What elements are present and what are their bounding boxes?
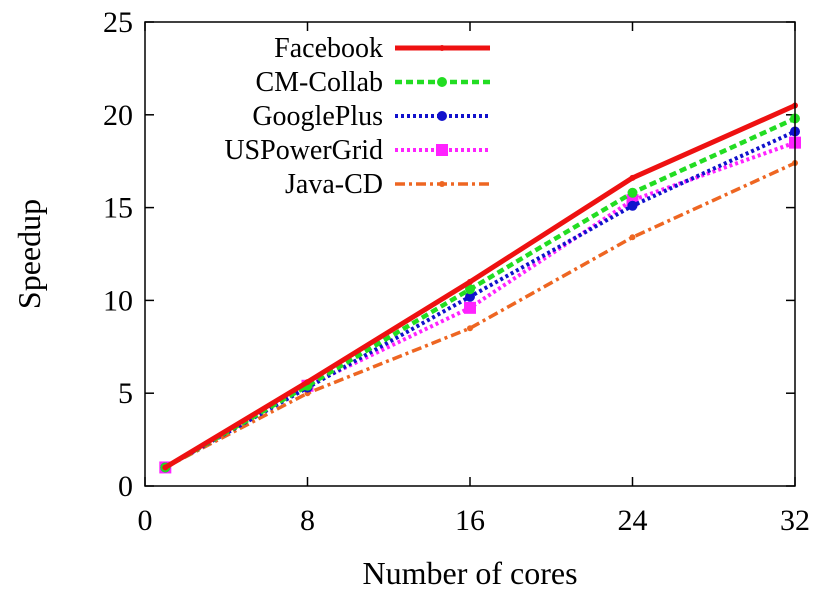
data-point-java-cd xyxy=(629,234,636,241)
legend-entry-cm-collab: CM-Collab xyxy=(255,67,490,98)
series-line-cm-collab xyxy=(164,116,796,470)
x-tick-label: 8 xyxy=(300,504,315,537)
x-tick-label: 0 xyxy=(138,504,153,537)
x-tick-label: 16 xyxy=(455,504,485,537)
y-tick-label: 15 xyxy=(103,192,133,225)
series-facebook xyxy=(162,102,798,471)
data-point-cm-collab xyxy=(627,187,638,198)
data-point-facebook xyxy=(629,174,636,181)
y-tick-label: 25 xyxy=(103,6,133,39)
legend-marker xyxy=(439,45,445,51)
legend-label: Facebook xyxy=(274,33,383,64)
data-point-java-cd xyxy=(467,325,473,332)
legend: FacebookCM-CollabGooglePlusUSPowerGridJa… xyxy=(224,33,490,200)
data-point-googleplus xyxy=(627,200,638,211)
data-point-facebook xyxy=(162,464,169,471)
series-googleplus xyxy=(160,126,800,473)
legend-entry-java-cd: Java-CD xyxy=(285,169,490,200)
data-point-facebook xyxy=(467,278,473,285)
data-point-googleplus xyxy=(465,291,475,302)
data-point-cm-collab xyxy=(465,284,475,295)
data-point-facebook xyxy=(304,379,311,386)
legend-marker xyxy=(439,181,445,187)
legend-label: Java-CD xyxy=(285,169,383,200)
x-tick-label: 24 xyxy=(618,504,648,537)
y-axis-label: Speedup xyxy=(11,199,47,309)
legend-marker xyxy=(437,111,447,121)
ticks-layer: 0 8 16 24 32 0 5 10 15 20 25 xyxy=(103,6,810,537)
data-point-uspowergrid xyxy=(464,301,476,314)
x-axis-label: Number of cores xyxy=(362,555,577,591)
y-tick-label: 10 xyxy=(103,284,133,317)
y-tick-label: 5 xyxy=(118,377,133,410)
plot-frame xyxy=(144,21,796,487)
legend-marker xyxy=(437,77,447,87)
series-uspowergrid xyxy=(159,136,801,474)
series-java-cd xyxy=(162,160,798,471)
y-tick-label: 20 xyxy=(103,99,133,132)
series-line-java-cd xyxy=(164,161,796,469)
legend-marker xyxy=(436,144,448,156)
x-tick-label: 32 xyxy=(780,504,810,537)
y-tick-label: 0 xyxy=(118,470,133,503)
legend-entry-uspowergrid: USPowerGrid xyxy=(224,135,490,166)
legend-label: CM-Collab xyxy=(255,67,383,98)
legend-label: USPowerGrid xyxy=(224,135,383,166)
legend-label: GooglePlus xyxy=(252,101,383,132)
legend-entry-googleplus: GooglePlus xyxy=(252,101,490,132)
legend-entry-facebook: Facebook xyxy=(274,33,490,64)
